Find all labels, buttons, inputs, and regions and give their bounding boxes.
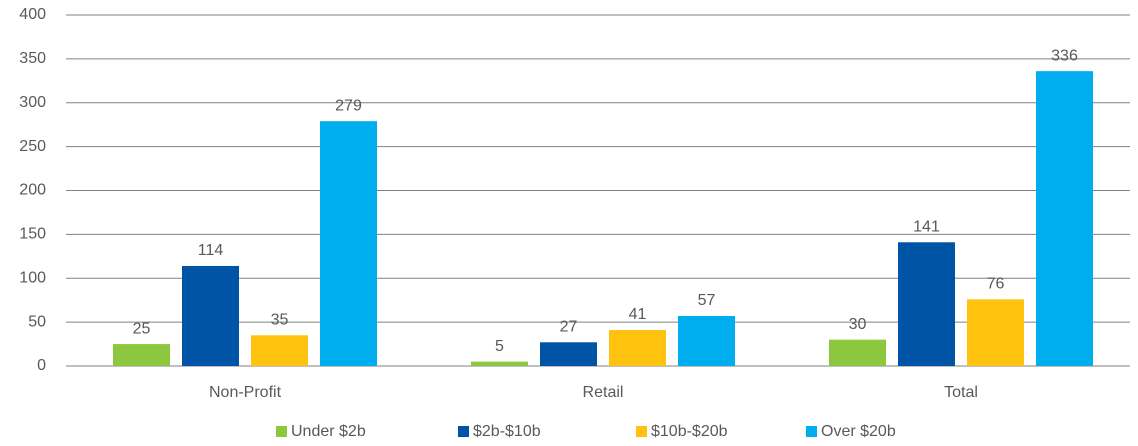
value-label: 114 xyxy=(198,242,224,259)
value-label: 5 xyxy=(495,338,504,355)
y-tick-label: 400 xyxy=(19,6,46,23)
bar xyxy=(609,330,666,366)
y-tick-label: 200 xyxy=(19,182,46,199)
y-tick-label: 300 xyxy=(19,94,46,111)
y-tick-label: 100 xyxy=(19,269,46,286)
bar xyxy=(251,335,308,366)
value-label: 336 xyxy=(1051,47,1078,64)
y-tick-label: 0 xyxy=(37,357,46,374)
bar xyxy=(898,242,955,366)
y-tick-label: 250 xyxy=(19,138,46,155)
x-tick-label: Non-Profit xyxy=(209,384,282,401)
value-label: 279 xyxy=(335,97,362,114)
value-label: 35 xyxy=(271,312,289,329)
value-label: 57 xyxy=(698,292,716,309)
bar xyxy=(320,121,377,367)
bar xyxy=(182,265,239,366)
value-label: 30 xyxy=(849,316,867,333)
legend-label: $2b-$10b xyxy=(473,423,541,440)
bar xyxy=(967,299,1024,366)
legend-swatch xyxy=(276,426,287,437)
legend-swatch xyxy=(458,426,469,437)
bar xyxy=(471,361,528,366)
value-label: 141 xyxy=(913,218,940,235)
legend-label: $10b-$20b xyxy=(651,423,728,440)
y-tick-label: 150 xyxy=(19,226,46,243)
bar xyxy=(540,342,597,366)
value-label: 25 xyxy=(133,320,151,337)
legend-swatch xyxy=(636,426,647,437)
value-label: 41 xyxy=(629,306,647,323)
x-tick-label: Total xyxy=(944,384,978,401)
value-label: 27 xyxy=(560,319,578,336)
bar xyxy=(113,344,170,366)
bar xyxy=(829,339,886,366)
y-tick-label: 50 xyxy=(28,313,46,330)
bar xyxy=(678,315,735,366)
legend-label: Over $20b xyxy=(821,423,896,440)
value-label: 76 xyxy=(987,276,1005,293)
legend-label: Under $2b xyxy=(291,423,366,440)
legend-swatch xyxy=(806,426,817,437)
bar xyxy=(1036,71,1093,366)
x-tick-label: Retail xyxy=(583,384,624,401)
y-tick-label: 350 xyxy=(19,50,46,67)
